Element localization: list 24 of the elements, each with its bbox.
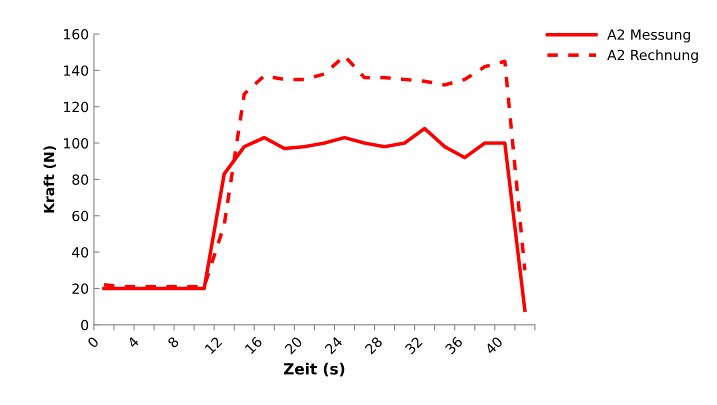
y-tick-label: 40 <box>72 247 88 258</box>
y-tick-label: 120 <box>64 102 88 112</box>
x-tick-label: 0 <box>86 336 100 348</box>
legend-label: A2 Rechnung <box>607 49 698 63</box>
x-axis-title: Zeit (s) <box>284 362 344 376</box>
x-tick-label: 24 <box>324 336 343 354</box>
y-axis-title: Kraft (N) <box>44 146 56 213</box>
y-tick-label: 80 <box>72 174 88 185</box>
x-tick-label: 8 <box>167 336 180 348</box>
x-tick-label: 32 <box>404 336 423 355</box>
y-tick-label: 100 <box>64 138 88 149</box>
x-tick-label: 20 <box>284 336 303 355</box>
x-tick-label: 12 <box>204 336 222 354</box>
x-tick-label: 36 <box>444 336 464 355</box>
y-tick-label: 0 <box>81 320 88 330</box>
y-tick-label: 160 <box>64 28 88 40</box>
x-tick-label: 4 <box>126 336 140 348</box>
legend-label: A2 Messung <box>607 29 690 43</box>
y-tick-label: 140 <box>64 65 88 76</box>
x-tick-label: 28 <box>364 336 383 355</box>
y-tick-label: 60 <box>72 210 88 222</box>
y-tick-label: 20 <box>72 283 88 294</box>
x-tick-label: 40 <box>484 336 504 355</box>
x-tick-label: 16 <box>244 336 263 354</box>
